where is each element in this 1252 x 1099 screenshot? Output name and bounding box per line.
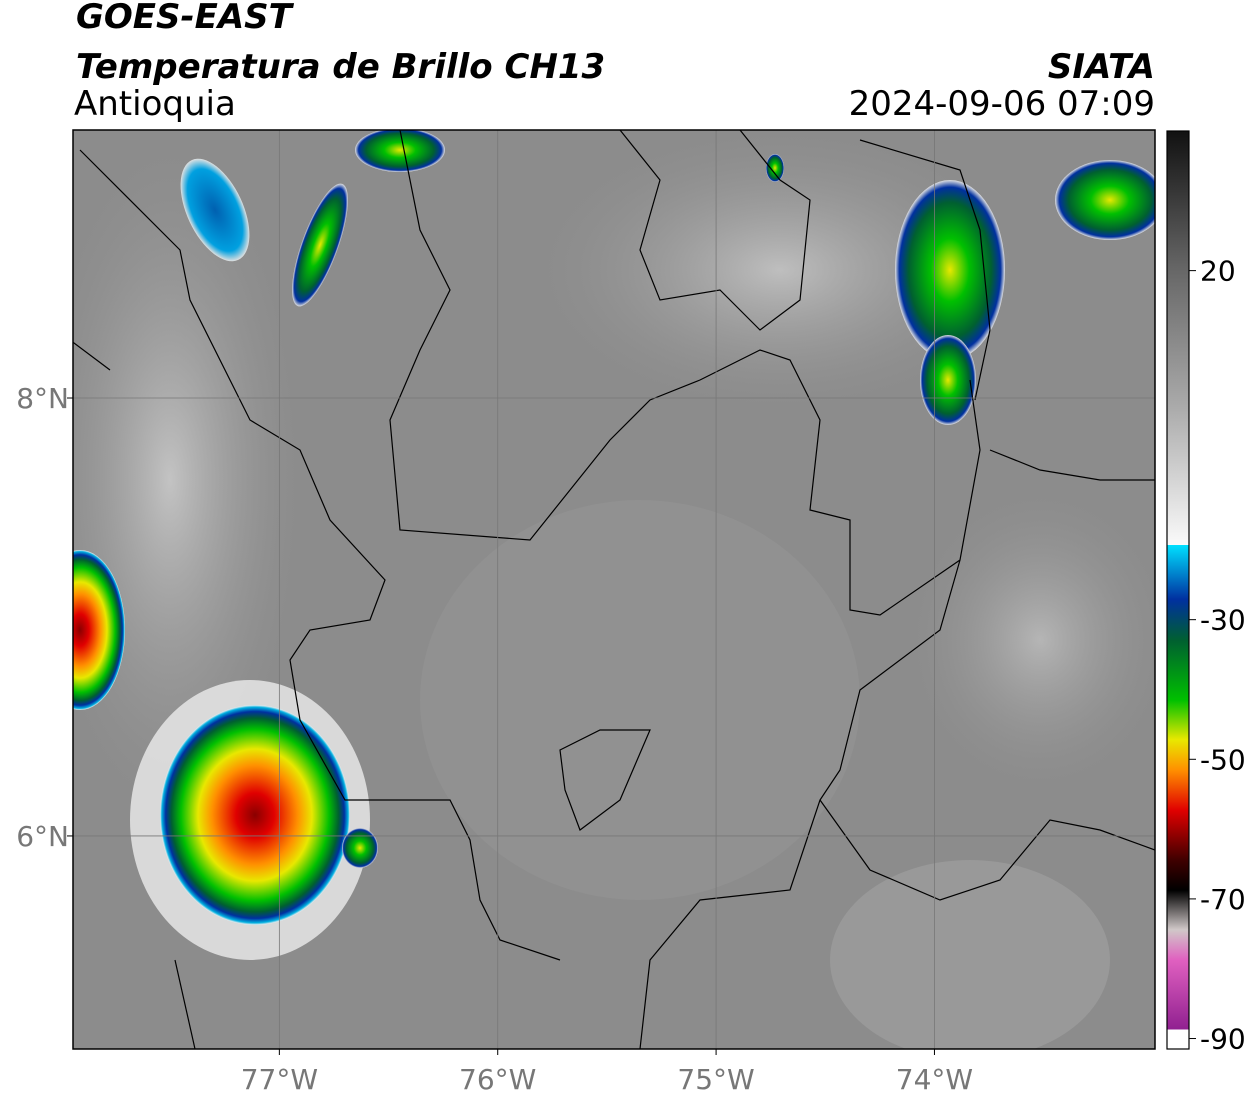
colorbar-tick-label: -70	[1200, 883, 1246, 916]
x-tick-label: 76°W	[459, 1063, 536, 1096]
x-tick-label: 77°W	[241, 1063, 318, 1096]
map-frame	[72, 129, 1156, 1050]
colorbar-tick-label: -50	[1200, 743, 1246, 776]
title: GOES-EAST	[76, 0, 295, 37]
x-tick-label: 75°W	[677, 1063, 754, 1096]
datetime: 2024-09-06 07:09	[849, 84, 1155, 124]
x-tick-label: 74°W	[896, 1063, 973, 1096]
source: SIATA	[1048, 47, 1155, 87]
y-tick-label: 8°N	[16, 382, 69, 415]
satellite-image	[73, 130, 1155, 1049]
colorbar-tick-label: -30	[1200, 604, 1246, 637]
colorbar-tick-label: 20	[1200, 255, 1236, 288]
colorbar	[1166, 130, 1190, 1050]
y-tick-label: 6°N	[16, 820, 69, 853]
colorbar-tick-label: -90	[1200, 1023, 1246, 1056]
subtitle: Temperatura de Brillo CH13	[76, 47, 605, 87]
graticule	[73, 130, 1155, 1049]
region: Antioquia	[74, 84, 236, 124]
